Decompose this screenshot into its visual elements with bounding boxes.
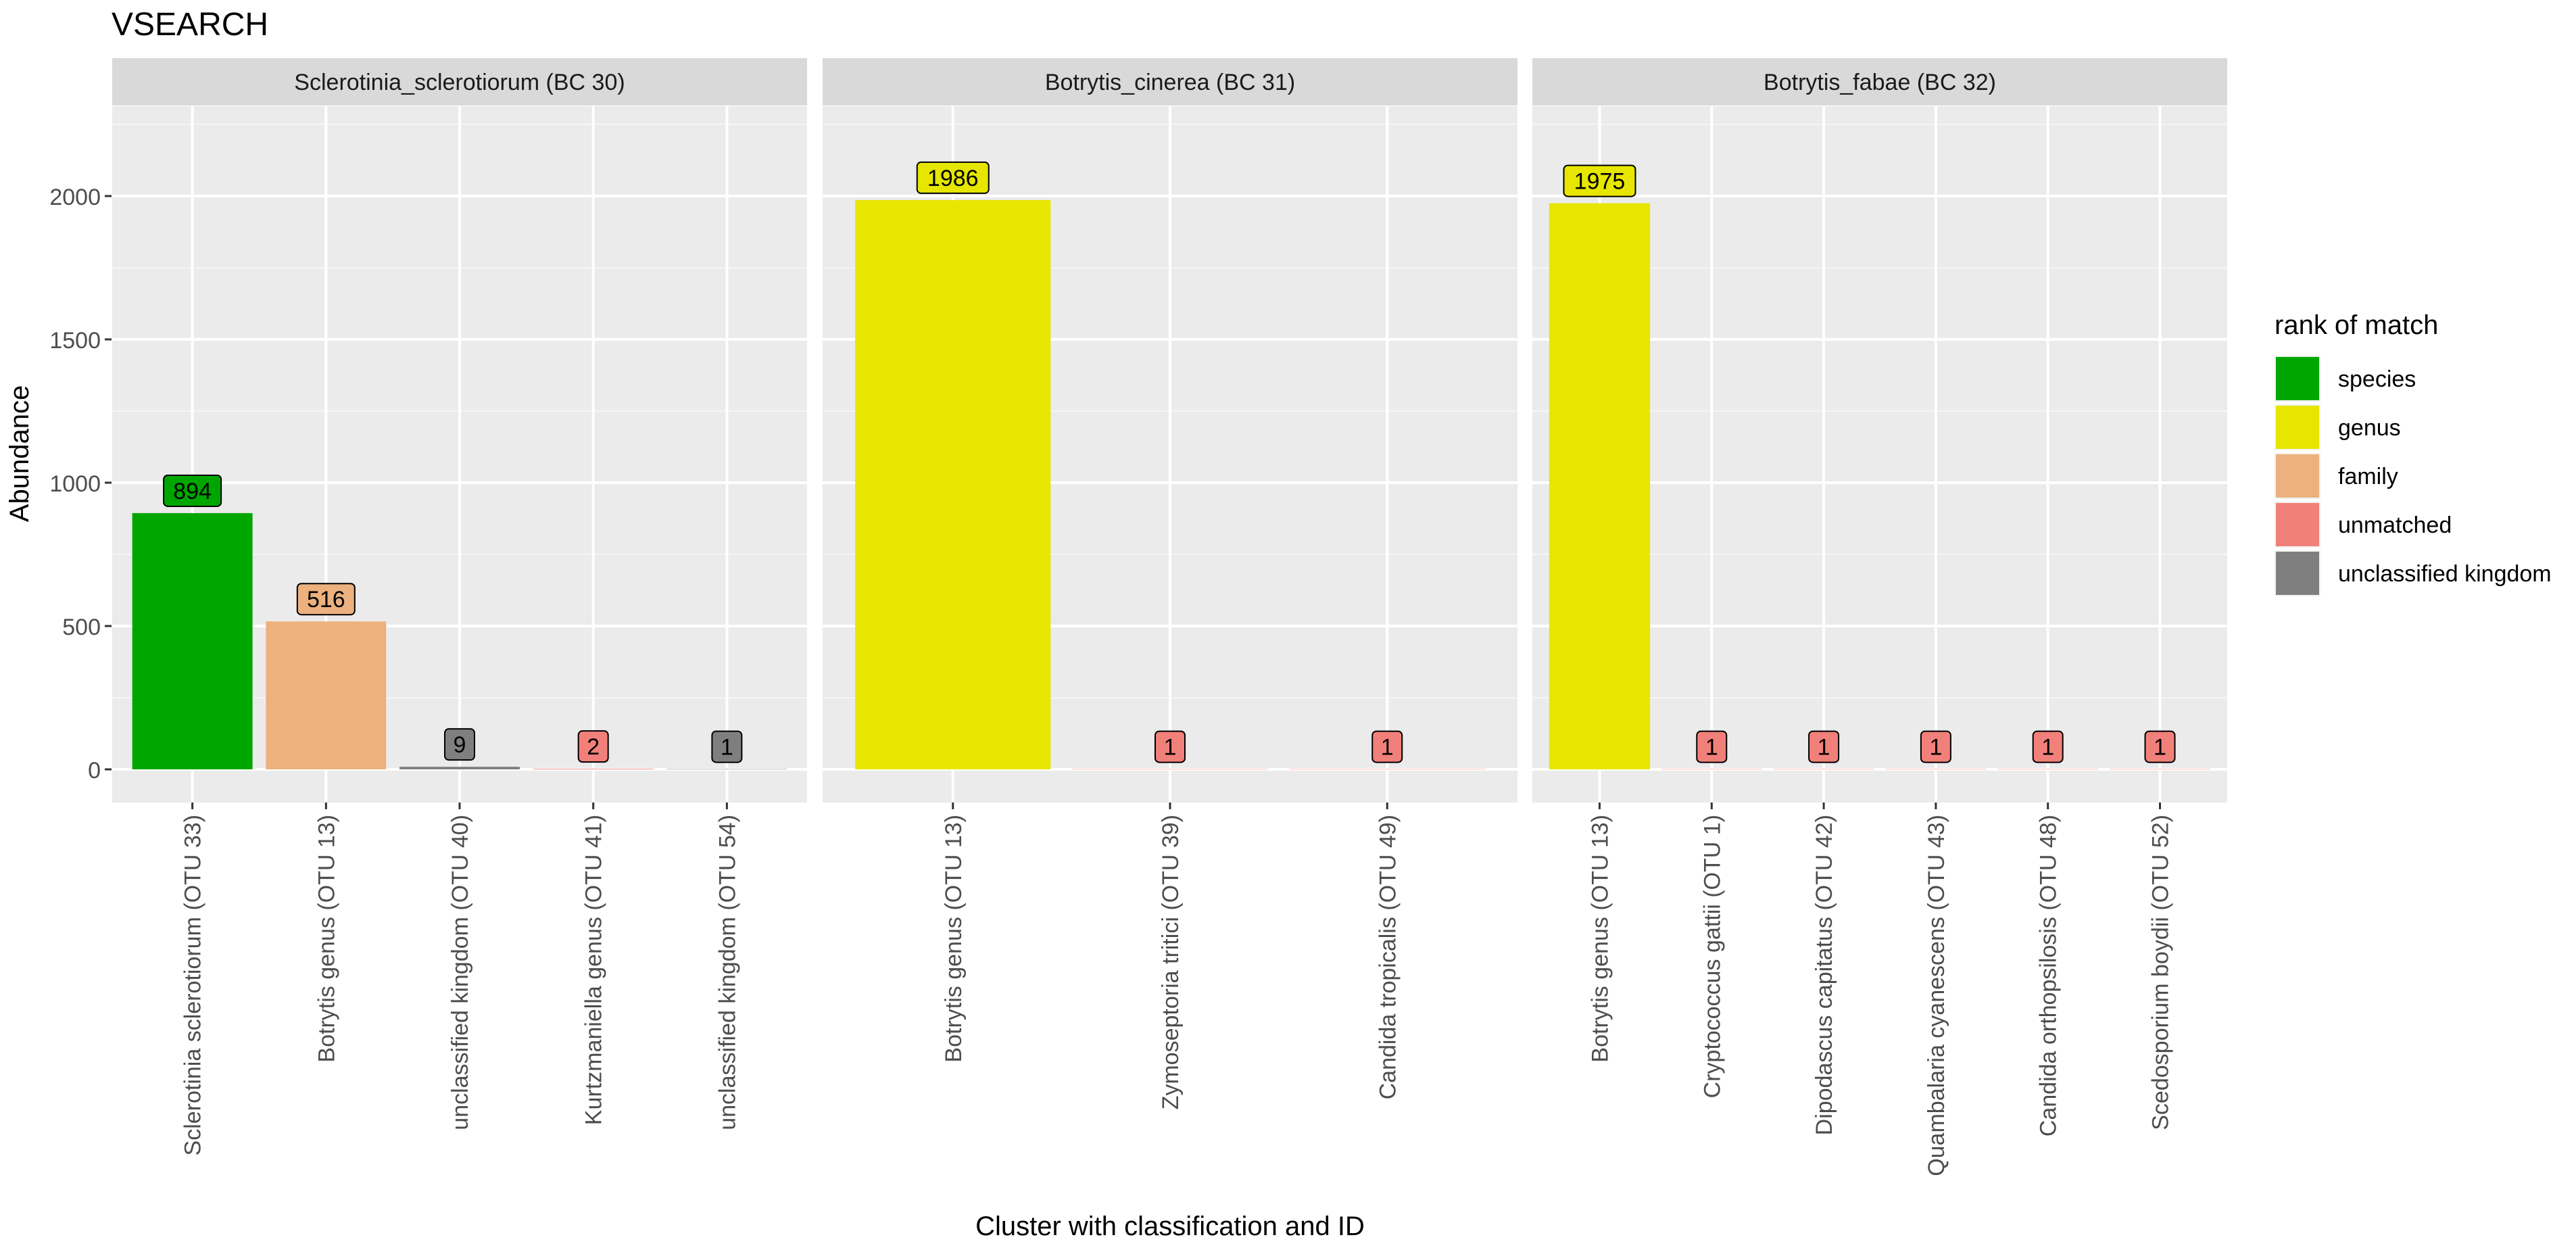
facet-strip-title: Botrytis_fabae (BC 32) [1764,70,1996,95]
data-label-box [1563,164,1636,197]
y-tick-label: 1500 [49,328,101,354]
data-label: 1 [1164,735,1177,761]
data-label: 1 [1705,735,1718,761]
data-label: 9 [454,732,466,758]
x-axis-label: Cluster with classification and ID [975,1211,1365,1241]
bar [399,767,520,769]
x-tick-label: Zymoseptoria tritici (OTU 39) [1158,815,1184,1109]
y-tick-label: 2000 [49,185,101,210]
data-label-box [444,728,475,761]
bar [855,199,1051,769]
legend-swatch [2276,406,2319,449]
data-label: 1 [1381,735,1394,761]
bar [2109,769,2211,770]
facet-panels: Sclerotinia_sclerotiorum (BC 30) 894 Scler… [112,58,2227,1176]
data-label: 2 [587,734,600,760]
data-label: 1 [2154,735,2166,761]
data-label-box [163,474,222,507]
bar [1289,769,1485,770]
legend-label: family [2338,464,2398,489]
data-label: 1 [1929,735,1942,761]
facet-panel: Botrytis_fabae (BC 32) 1975 Botrytis genus… [1532,58,2227,1176]
facet-panel: Botrytis_cinerea (BC 31) 1986 Botrytis gen… [823,58,1517,1109]
data-label-box [1920,730,1951,763]
bar [1661,769,1762,770]
x-tick-label: Candida orthopsilosis (OTU 48) [2036,815,2062,1136]
data-label-box [577,730,609,763]
x-tick-label: Botrytis genus (OTU 13) [941,815,967,1063]
data-label: 894 [173,479,212,504]
x-tick-label: Botrytis genus (OTU 13) [1587,815,1613,1063]
x-tick-label: Quambalaria cyanescens (OTU 43) [1924,815,1949,1176]
bar [666,769,787,770]
data-label-box [1808,730,1840,763]
x-tick-label: Dipodascus capitatus (OTU 42) [1812,815,1837,1135]
facet-strip [112,58,807,105]
x-tick-label: Cryptococcus gattii (OTU 1) [1699,815,1725,1098]
x-tick-label: Scedosporium boydii (OTU 52) [2148,815,2174,1130]
x-tick-label: Kurtzmaniella genus (OTU 41) [581,815,607,1125]
legend-swatch [2276,454,2319,498]
bar [132,512,253,769]
data-label: 1 [721,735,733,761]
chart-title: VSEARCH [112,7,268,43]
data-label: 1975 [1574,169,1626,195]
facet-strip-title: Sclerotinia_sclerotiorum (BC 30) [294,70,625,95]
data-label-box [916,161,990,194]
y-tick-label: 1000 [49,471,101,497]
data-label: 1 [2041,735,2054,761]
legend-label: genus [2338,415,2401,441]
legend-label: unmatched [2338,512,2452,538]
legend-label: species [2338,366,2416,392]
bar [1997,769,2099,770]
legend: rank of match species genus family unmatched… [2275,310,2552,596]
bar [266,621,387,769]
x-tick-label: unclassified kingdom (OTU 40) [447,815,473,1130]
y-tick-label: 500 [62,615,101,640]
data-label-box [2032,730,2064,763]
legend-label: unclassified kingdom [2338,561,2552,587]
bar [1885,769,1987,770]
data-label-box [296,583,356,616]
data-label: 1 [1818,735,1830,761]
bar [1773,769,1874,770]
y-tick-label: 0 [88,758,101,784]
facet-strip [1532,58,2227,105]
legend-swatch [2276,357,2319,400]
facet-strip-title: Botrytis_cinerea (BC 31) [1045,70,1295,95]
x-tick-label: Candida tropicalis (OTU 49) [1375,815,1401,1099]
data-label-box [711,730,743,763]
y-axis: 0 500 1000 1500 2000 [49,185,112,784]
data-label: 516 [307,587,345,613]
legend-swatch [2276,503,2319,546]
facet-strip [823,58,1517,105]
legend-swatch [2276,552,2319,595]
data-label-box [2144,730,2176,763]
x-tick-label: unclassified kingdom (OTU 54) [714,815,740,1130]
data-label-box [1155,730,1186,763]
legend-title: rank of match [2275,310,2438,340]
y-axis-label: Abundance [5,385,34,522]
data-label-box [1696,730,1728,763]
bar [1072,769,1268,770]
facet-panel: Sclerotinia_sclerotiorum (BC 30) 894 Scler… [112,58,807,1155]
bar [1549,203,1651,770]
x-tick-label: Botrytis genus (OTU 13) [314,815,339,1063]
data-label: 1986 [927,166,979,191]
data-label-box [1371,730,1403,763]
x-tick-label: Sclerotinia sclerotiorum (OTU 33) [180,815,206,1155]
